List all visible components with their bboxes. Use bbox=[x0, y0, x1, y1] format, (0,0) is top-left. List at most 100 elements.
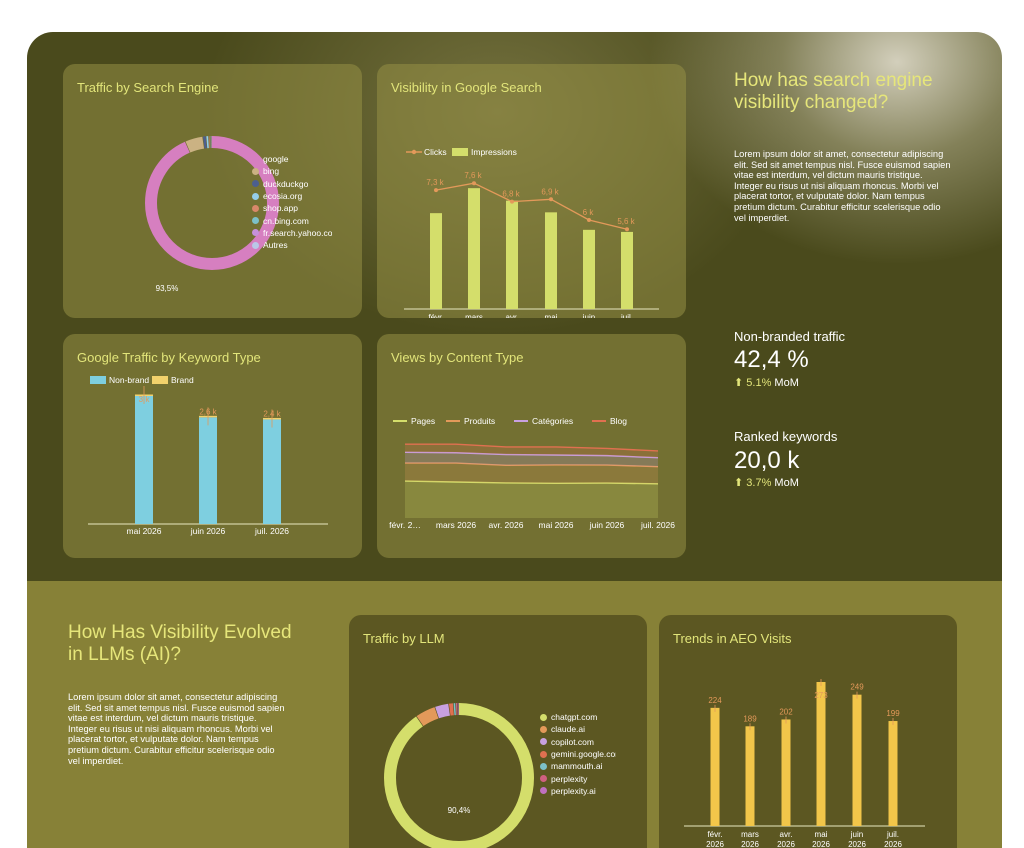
legend-swatch bbox=[540, 787, 547, 795]
point-clicks bbox=[510, 199, 514, 204]
x-tick-label: févr. bbox=[707, 830, 722, 839]
legend-label: gemini.google.com bbox=[551, 749, 616, 760]
section-heading: How Has Visibility Evolved in LLMs (AI)? bbox=[68, 622, 292, 665]
legend-swatch bbox=[540, 725, 547, 733]
point-clicks bbox=[434, 188, 438, 193]
x-tick-label: 2026 bbox=[884, 840, 902, 848]
top-section: Traffic by Search Engine 93,5% google bin… bbox=[27, 32, 1002, 581]
kpi-delta: ⬆ 5.1% MoM bbox=[734, 376, 799, 389]
kpi-value: 20,0 k bbox=[734, 447, 800, 474]
data-label: 273 bbox=[814, 691, 828, 700]
line-clicks bbox=[435, 182, 628, 230]
data-label-clicks: 6 k bbox=[583, 208, 595, 217]
x-tick-label: 2026 bbox=[812, 840, 830, 848]
x-tick-label: mai 2026 bbox=[539, 520, 574, 530]
x-tick-label: mars bbox=[741, 830, 759, 839]
legend-llm: chatgpt.com claude.ai copilot.com gemini.go… bbox=[540, 711, 616, 797]
x-tick-label: 2026 bbox=[777, 840, 795, 848]
legend-label: mammouth.ai bbox=[551, 761, 603, 772]
legend-label-clicks: Clicks bbox=[424, 147, 447, 157]
donut-chart-llm: 90,4% bbox=[384, 703, 534, 848]
bar-chart-keyword-type: Non-brand Brand 3 k mai 2026 2,6 k juin 2026 2… bbox=[88, 375, 328, 536]
legend-swatch bbox=[252, 155, 259, 163]
x-tick-label: 2026 bbox=[741, 840, 759, 848]
legend-label: perplexity bbox=[551, 773, 588, 784]
combo-chart-google-visibility: Clicks Impressions 7,3 k 7,6 k 6,8 k 6,9 k 6 k… bbox=[404, 147, 659, 318]
legend-swatch-non-brand bbox=[90, 376, 106, 384]
legend-item: claude.ai bbox=[540, 723, 616, 735]
donut-chart-search-engine: 93,5% bbox=[145, 136, 279, 293]
legend-item: chatgpt.com bbox=[540, 711, 616, 723]
bar-aeo bbox=[888, 721, 898, 826]
x-tick-label: mai bbox=[815, 830, 828, 839]
legend-swatch bbox=[252, 180, 259, 188]
line-produits bbox=[405, 462, 659, 468]
legend-label: claude.ai bbox=[551, 724, 586, 735]
x-tick-label: juin 2026 bbox=[190, 526, 226, 536]
legend-label: duckduckgo bbox=[263, 178, 309, 189]
line-catégories bbox=[404, 451, 659, 459]
legend-swatch bbox=[252, 167, 259, 175]
legend-item: mammouth.ai bbox=[540, 760, 616, 772]
card-title: Traffic by Search Engine bbox=[77, 80, 219, 95]
point-clicks bbox=[549, 197, 553, 202]
arrow-up-icon: ⬆ bbox=[734, 477, 744, 489]
legend-label: chatgpt.com bbox=[551, 712, 598, 723]
x-tick-label: avr. bbox=[780, 830, 793, 839]
x-tick-label: juil. bbox=[620, 313, 633, 318]
bar-impressions bbox=[545, 212, 557, 309]
donut-slice-perplexity-ai bbox=[384, 703, 534, 848]
data-label: 202 bbox=[779, 707, 793, 716]
kpi-delta-pct: 3.7% bbox=[746, 477, 772, 489]
legend-label: perplexity.ai bbox=[551, 785, 596, 796]
bar-non-brand bbox=[199, 417, 217, 524]
donut-slice-google bbox=[145, 136, 279, 270]
legend-label: Autres bbox=[263, 240, 288, 251]
bar-aeo bbox=[816, 682, 826, 826]
legend-label-brand: Brand bbox=[171, 375, 194, 385]
legend-item: duckduckgo bbox=[252, 178, 332, 190]
x-tick-label: avr. 2026 bbox=[489, 520, 524, 530]
bar-impressions bbox=[468, 188, 480, 309]
bar-aeo bbox=[781, 719, 791, 826]
legend-swatch bbox=[252, 217, 259, 225]
bar-non-brand bbox=[135, 396, 153, 524]
x-tick-label: 2026 bbox=[848, 840, 866, 848]
legend-item: bing bbox=[252, 165, 332, 177]
legend-label: cn.bing.com bbox=[263, 215, 309, 226]
x-tick-label: mai 2026 bbox=[127, 526, 162, 536]
bar-aeo bbox=[710, 707, 720, 826]
legend-label: fr.search.yahoo.com bbox=[263, 227, 332, 238]
bar-impressions bbox=[621, 231, 633, 309]
legend-label: Blog bbox=[610, 416, 627, 426]
area-chart-content-type: Pages Produits Catégories Blog févr. 2… mars … bbox=[389, 416, 675, 530]
legend-marker-clicks bbox=[411, 149, 417, 155]
x-tick-label: févr. 2… bbox=[389, 520, 421, 530]
point-clicks bbox=[472, 181, 476, 186]
bar-impressions bbox=[430, 213, 442, 309]
card-title: Trends in AEO Visits bbox=[673, 631, 792, 646]
bottom-section: How Has Visibility Evolved in LLMs (AI)?… bbox=[27, 581, 1002, 848]
x-tick-label: juin bbox=[850, 830, 863, 839]
legend-label: Pages bbox=[411, 416, 435, 426]
section-paragraph: Lorem ipsum dolor sit amet, consectetur … bbox=[68, 692, 285, 766]
card-keyword-type: Google Traffic by Keyword Type Non-brand… bbox=[63, 334, 362, 558]
kpi-value: 42,4 % bbox=[734, 346, 809, 373]
legend-label: Catégories bbox=[532, 416, 573, 426]
data-label-clicks: 6,8 k bbox=[502, 190, 520, 199]
bar-impressions bbox=[506, 200, 518, 309]
x-tick-label: juin 2026 bbox=[589, 520, 625, 530]
bar-aeo bbox=[745, 726, 755, 826]
legend-item: ecosia.org bbox=[252, 190, 332, 202]
point-clicks bbox=[625, 227, 629, 232]
legend-swatch-brand bbox=[152, 376, 168, 384]
card-visibility-google: Visibility in Google Search Clicks Impres… bbox=[377, 64, 686, 318]
legend-label: shop.app bbox=[263, 203, 298, 214]
x-tick-label: mai bbox=[545, 313, 558, 318]
legend-label-non-brand: Non-brand bbox=[109, 375, 149, 385]
data-label: 249 bbox=[850, 683, 864, 692]
legend-swatch-impressions bbox=[452, 148, 468, 156]
line-pages bbox=[404, 480, 659, 485]
legend-swatch bbox=[252, 241, 259, 249]
point-clicks bbox=[587, 218, 591, 222]
